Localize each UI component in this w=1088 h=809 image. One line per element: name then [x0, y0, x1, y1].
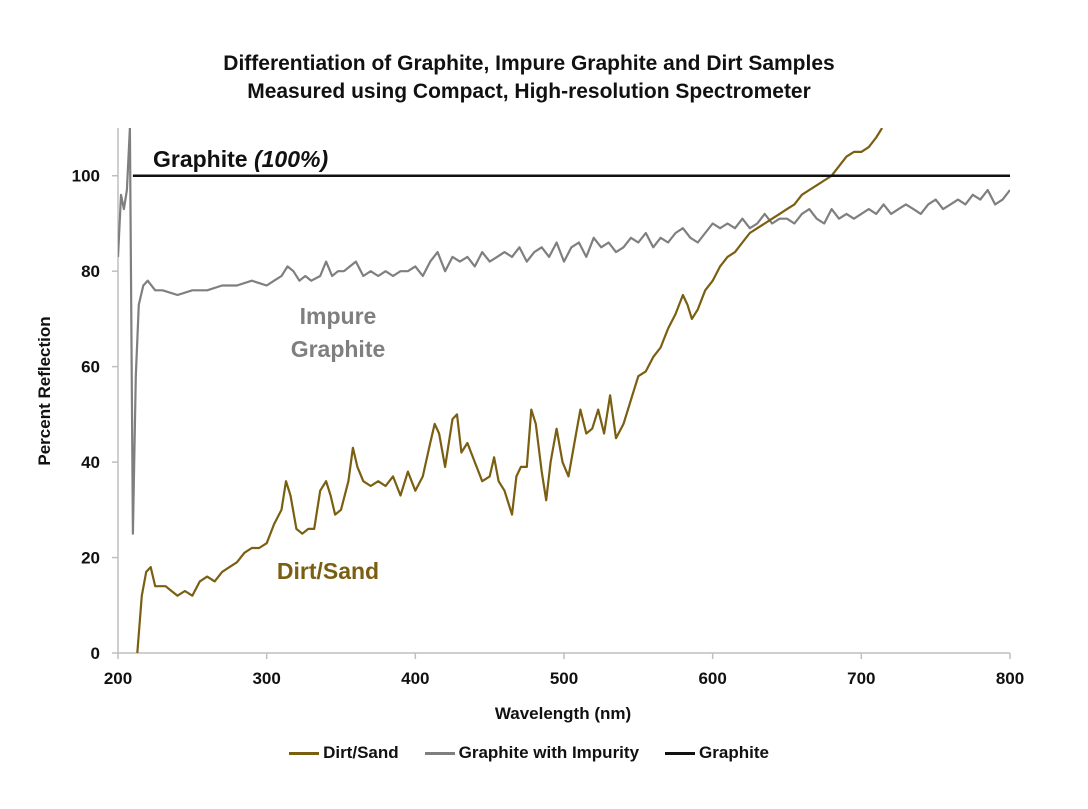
tick-labels: 200 300 400 500 600 700 800 0 20 40 60 80 100: [72, 167, 1025, 688]
legend-label-impure: Graphite with Impurity: [458, 743, 640, 762]
legend-item-dirt: Dirt/Sand: [289, 743, 399, 763]
legend: Dirt/Sand Graphite with Impurity Graphit…: [0, 743, 1058, 763]
x-tick-label: 800: [996, 669, 1024, 688]
x-tick-label: 700: [847, 669, 875, 688]
y-tick-label: 60: [81, 358, 100, 377]
y-tick-label: 80: [81, 262, 100, 281]
x-tick-label: 600: [698, 669, 726, 688]
y-tick-label: 100: [72, 167, 100, 186]
dirt-annotation: Dirt/Sand: [277, 558, 379, 584]
x-tick-label: 300: [252, 669, 280, 688]
chart-title: Differentiation of Graphite, Impure Grap…: [0, 50, 1058, 106]
axes: [112, 128, 1011, 659]
series-line-dirt-sand: [136, 128, 884, 653]
series-lines: [118, 128, 1010, 653]
legend-item-impure: Graphite with Impurity: [424, 743, 640, 763]
y-tick-label: 20: [81, 549, 100, 568]
legend-swatch-dirt: [289, 751, 320, 755]
x-tick-label: 400: [401, 669, 429, 688]
impure-annotation-line2: Graphite: [291, 336, 386, 362]
x-tick-label: 500: [550, 669, 578, 688]
series-line-graphite-impurity: [118, 128, 1010, 535]
chart-title-line2: Measured using Compact, High-resolution …: [247, 80, 811, 103]
legend-label-graphite: Graphite: [699, 743, 769, 762]
x-tick-label: 200: [104, 669, 132, 688]
graphite-annotation-name: Graphite: [153, 146, 254, 172]
x-axis-label: Wavelength (nm): [495, 704, 631, 723]
chart-title-line1: Differentiation of Graphite, Impure Grap…: [223, 52, 835, 75]
graphite-annotation: Graphite (100%): [153, 146, 328, 172]
y-tick-label: 40: [81, 453, 100, 472]
y-tick-label: 0: [91, 644, 100, 663]
graphite-annotation-percent: (100%): [254, 146, 328, 172]
legend-swatch-graphite: [665, 751, 696, 755]
impure-annotation-line1: Impure: [300, 303, 377, 329]
legend-swatch-impure: [424, 751, 455, 755]
y-axis-label: Percent Reflection: [35, 316, 54, 465]
legend-item-graphite: Graphite: [665, 743, 769, 763]
legend-label-dirt: Dirt/Sand: [323, 743, 399, 762]
